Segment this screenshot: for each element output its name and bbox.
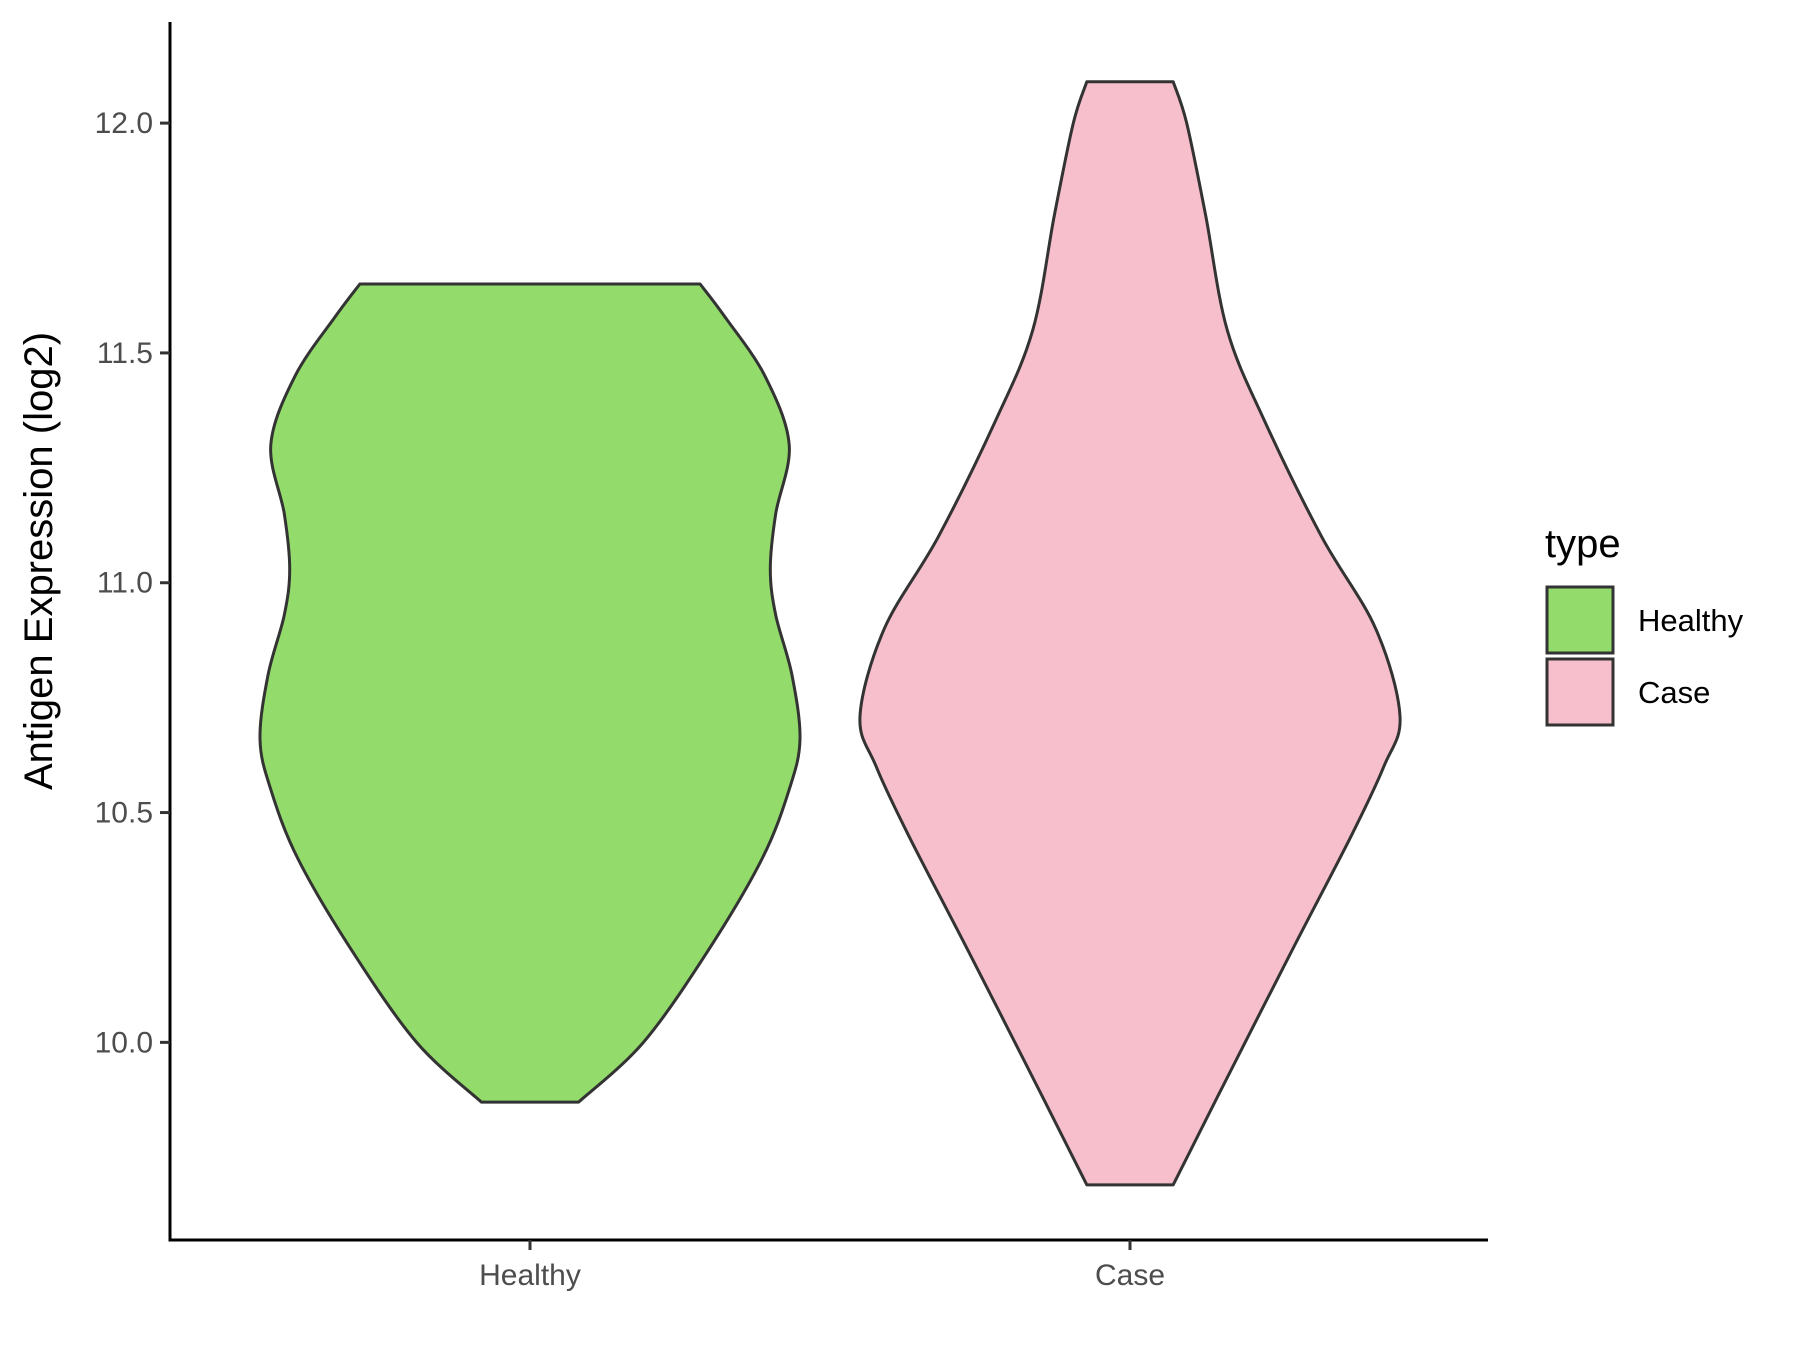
legend-label-case: Case xyxy=(1638,675,1710,710)
violin-healthy xyxy=(258,282,802,1104)
y-tick-label: 10.0 xyxy=(95,1026,153,1059)
y-ticks: 10.0 10.5 11.0 11.5 12.0 xyxy=(95,107,170,1059)
legend-title: type xyxy=(1545,522,1621,566)
legend-items: Healthy Case xyxy=(1545,585,1744,727)
y-tick-label: 11.5 xyxy=(97,337,153,370)
violin-layer xyxy=(258,80,1402,1187)
x-tick-label: Case xyxy=(1095,1259,1165,1292)
legend-swatch-case xyxy=(1545,657,1615,727)
y-tick-label: 11.0 xyxy=(97,567,153,600)
x-tick-label: Healthy xyxy=(479,1259,581,1292)
legend: type Healthy Case xyxy=(1545,522,1744,727)
legend-swatch-healthy xyxy=(1545,585,1615,655)
axes: 10.0 10.5 11.0 11.5 12.0 Healthy Case xyxy=(95,22,1488,1292)
y-tick-label: 10.5 xyxy=(95,797,153,830)
y-tick-label: 12.0 xyxy=(95,107,153,140)
violin-case xyxy=(858,80,1402,1187)
legend-label-healthy: Healthy xyxy=(1638,603,1744,638)
y-axis-title: Antigen Expression (log2) xyxy=(17,332,61,790)
x-ticks: Healthy Case xyxy=(479,1240,1165,1292)
